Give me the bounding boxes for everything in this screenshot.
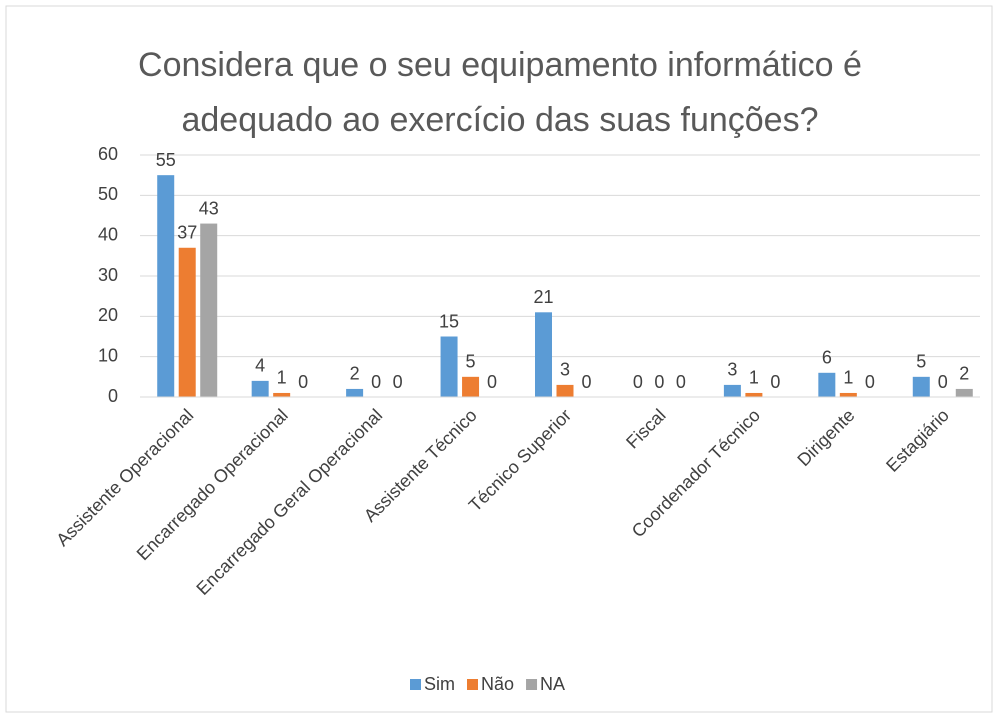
value-label: 43 — [199, 198, 219, 218]
value-label: 5 — [466, 352, 476, 372]
value-label: 1 — [749, 368, 759, 388]
value-label: 5 — [916, 352, 926, 372]
y-tick-label: 0 — [108, 386, 118, 406]
bar — [556, 384, 574, 397]
y-tick-label: 60 — [98, 144, 118, 164]
value-label: 55 — [156, 150, 176, 170]
value-label: 21 — [533, 287, 553, 307]
value-label: 0 — [371, 372, 381, 392]
value-label: 37 — [177, 223, 197, 243]
y-tick-label: 50 — [98, 184, 118, 204]
bar — [745, 392, 763, 397]
legend-swatch — [526, 679, 538, 690]
bar — [440, 336, 458, 397]
value-label: 0 — [654, 372, 664, 392]
bar — [462, 376, 480, 397]
value-label: 0 — [298, 372, 308, 392]
legend-label: Não — [481, 674, 514, 694]
value-label: 0 — [676, 372, 686, 392]
value-label: 15 — [439, 311, 459, 331]
y-tick-label: 20 — [98, 305, 118, 325]
bar — [912, 376, 930, 397]
y-tick-label: 40 — [98, 224, 118, 244]
bar — [346, 388, 364, 397]
bar — [818, 372, 836, 397]
bar — [251, 380, 269, 397]
y-tick-label: 10 — [98, 345, 118, 365]
value-label: 0 — [393, 372, 403, 392]
chart-title: Considera que o seu equipamento informát… — [138, 46, 862, 139]
bar — [157, 175, 175, 397]
value-label: 4 — [255, 356, 265, 376]
legend-label: Sim — [424, 674, 455, 694]
legend-swatch — [410, 679, 421, 690]
value-label: 2 — [959, 364, 969, 384]
value-label: 1 — [277, 368, 287, 388]
bar — [273, 392, 291, 397]
bar — [839, 392, 857, 397]
value-label: 0 — [581, 372, 591, 392]
legend-swatch — [467, 679, 478, 690]
value-label: 3 — [560, 360, 570, 380]
bar — [955, 388, 973, 397]
value-label: 0 — [633, 372, 643, 392]
value-label: 3 — [727, 360, 737, 380]
value-label: 6 — [822, 348, 832, 368]
value-label: 0 — [865, 372, 875, 392]
value-label: 0 — [938, 372, 948, 392]
bar — [178, 247, 196, 397]
value-label: 0 — [487, 372, 497, 392]
value-label: 0 — [770, 372, 780, 392]
bar — [535, 312, 552, 397]
legend-label: NA — [540, 674, 565, 694]
value-label: 1 — [843, 368, 853, 388]
value-label: 2 — [350, 364, 360, 384]
bar — [723, 384, 741, 397]
bar — [200, 223, 218, 397]
y-tick-label: 30 — [98, 265, 118, 285]
